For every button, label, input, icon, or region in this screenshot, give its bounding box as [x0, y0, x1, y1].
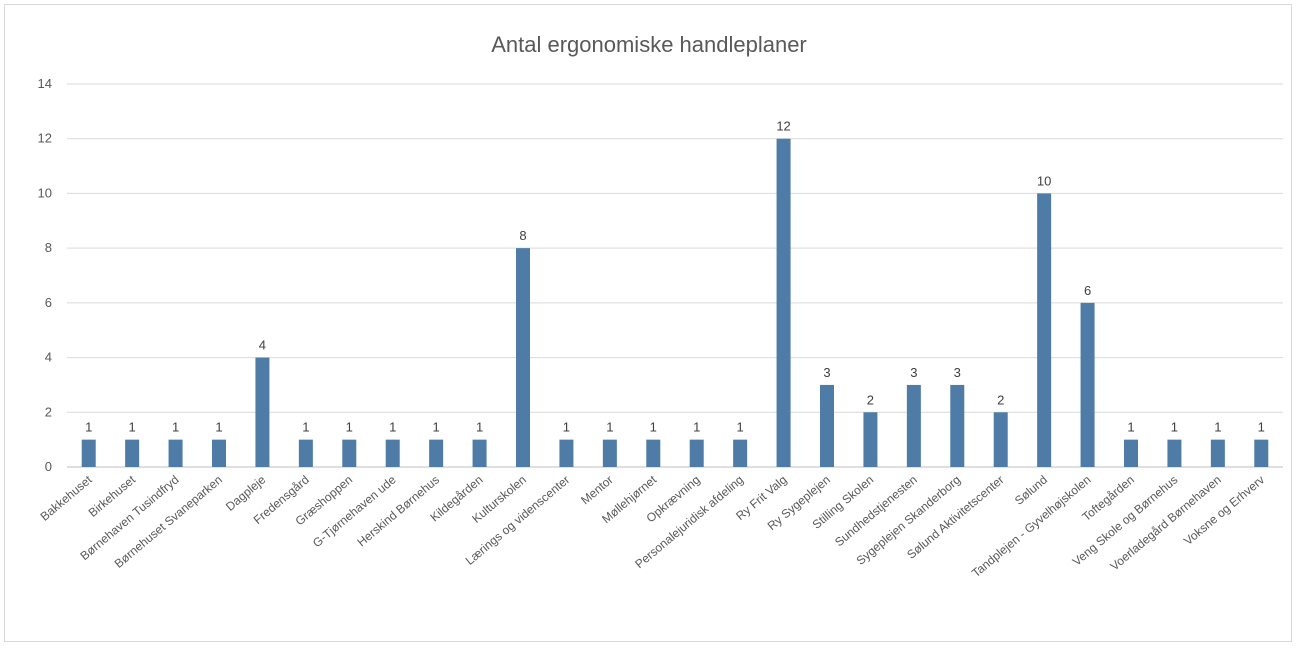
data-label: 1 [129, 420, 136, 435]
bar [1167, 439, 1182, 467]
bar [776, 138, 791, 467]
bar [1254, 439, 1269, 467]
data-label: 1 [737, 420, 744, 435]
y-axis-ticks: 0 2 4 6 8 10 12 14 [38, 76, 52, 474]
data-label: 2 [997, 392, 1004, 407]
data-label: 1 [476, 420, 483, 435]
bars [81, 138, 1269, 467]
chart-frame [4, 4, 1292, 642]
bar [689, 439, 704, 467]
data-label: 10 [1037, 173, 1051, 188]
bar [820, 384, 834, 467]
bar [255, 357, 270, 467]
x-tick-label: Sølund [1012, 473, 1050, 508]
y-tick-label: 14 [38, 76, 52, 91]
data-label: 1 [433, 420, 440, 435]
data-label: 8 [519, 228, 526, 243]
data-label: 1 [1171, 420, 1178, 435]
bar [429, 439, 444, 467]
bar [1124, 439, 1138, 467]
data-labels: 1 1 1 1 4 1 1 1 1 1 8 1 1 1 1 1 12 3 2 3 3 2 10 6 1 1 1 1 [85, 119, 1265, 435]
y-tick-label: 4 [45, 350, 52, 365]
data-label: 2 [867, 392, 874, 407]
bar [81, 439, 96, 467]
bar [212, 439, 226, 467]
bar [385, 439, 400, 467]
bar [342, 439, 357, 467]
y-tick-label: 6 [45, 295, 52, 310]
y-tick-label: 0 [45, 459, 52, 474]
gridlines [67, 83, 1283, 413]
bar [863, 412, 878, 467]
x-tick-label: Bakkehuset [38, 472, 96, 523]
data-label: 1 [1214, 420, 1221, 435]
data-label: 1 [606, 420, 613, 435]
bar [472, 439, 487, 467]
data-label: 3 [954, 365, 961, 380]
bar [168, 439, 183, 467]
bar [298, 439, 313, 467]
x-tick-label: Herskind Børnehus [354, 473, 442, 550]
data-label: 6 [1084, 283, 1091, 298]
y-tick-label: 8 [45, 240, 52, 255]
bar [993, 412, 1008, 467]
y-tick-label: 12 [38, 131, 52, 146]
bar [1080, 302, 1095, 467]
data-label: 1 [650, 420, 657, 435]
bar [1037, 193, 1052, 467]
data-label: 1 [693, 420, 700, 435]
bar [733, 439, 748, 467]
bar [646, 439, 661, 467]
data-label: 3 [823, 365, 830, 380]
data-label: 1 [1127, 420, 1134, 435]
bar [1210, 439, 1225, 467]
bar [516, 248, 530, 467]
chart-title: Antal ergonomiske handleplaner [491, 32, 807, 57]
data-label: 1 [346, 420, 353, 435]
data-label: 4 [259, 338, 266, 353]
x-tick-label: Voksne og Erhverv [1181, 473, 1267, 548]
data-label: 1 [563, 420, 570, 435]
data-label: 12 [776, 119, 790, 134]
y-tick-label: 10 [38, 185, 52, 200]
bar [906, 384, 921, 467]
data-label: 1 [85, 420, 92, 435]
bar [125, 439, 140, 467]
bar [602, 439, 617, 467]
data-label: 3 [910, 365, 917, 380]
data-label: 1 [172, 420, 179, 435]
data-label: 1 [389, 420, 396, 435]
data-label: 1 [215, 420, 222, 435]
y-tick-label: 2 [45, 404, 52, 419]
bar [559, 439, 574, 467]
data-label: 1 [1258, 420, 1265, 435]
bar [950, 384, 965, 467]
x-tick-label: Mentor [578, 473, 616, 508]
data-label: 1 [302, 420, 309, 435]
